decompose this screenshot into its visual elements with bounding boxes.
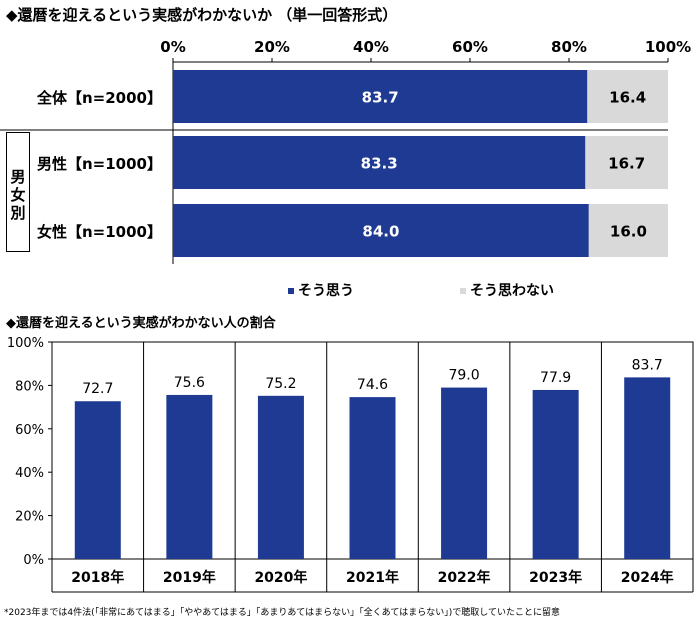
- legend-item-no: そう思わない: [460, 280, 554, 300]
- legend-item-yes: そう思う: [288, 280, 354, 300]
- bar-yes: [173, 136, 586, 189]
- chart2-bar-value-label: 79.0: [448, 368, 479, 384]
- bar-no: [585, 136, 668, 189]
- bar-no: [587, 70, 668, 123]
- chart2-y-tick-label: 40%: [15, 466, 44, 481]
- chart2-bar-value-label: 83.7: [632, 357, 663, 373]
- chart2-bar-value-label: 75.2: [265, 376, 296, 392]
- bar-yes-label: 84.0: [362, 223, 399, 241]
- chart1-x-tick-label: 60%: [452, 38, 488, 56]
- chart2-category-label: 2021年: [346, 569, 399, 586]
- legend-swatch-yes: [288, 287, 294, 294]
- chart2-bar-value-label: 72.7: [82, 381, 113, 397]
- group-label: 男女別: [10, 168, 26, 222]
- chart2-category-label: 2018年: [71, 569, 124, 586]
- chart2-y-tick-label: 100%: [7, 336, 44, 351]
- chart2-bar-value-label: 74.6: [357, 377, 388, 393]
- chart2-plot: 0% 20% 40% 60% 80% 100% 72.7 2018年 75.6 2019年 75.2…: [7, 336, 694, 593]
- chart2-category-label: 2022年: [438, 569, 491, 586]
- chart2-bar: [624, 377, 671, 559]
- chart1-row-label: 女性【n=1000】: [37, 222, 162, 241]
- chart1-x-tick-label: 100%: [644, 38, 692, 56]
- chart1-row-label: 全体【n=2000】: [37, 88, 162, 107]
- chart2-bar-value-label: 77.9: [540, 370, 571, 386]
- bar-yes-label: 83.7: [362, 89, 399, 107]
- bar-yes: [173, 204, 589, 257]
- chart2-bar: [349, 397, 396, 559]
- chart1-row-label: 男性【n=1000】: [37, 154, 162, 173]
- legend-swatch-no: [460, 287, 466, 294]
- chart2-title: ◆還暦を迎えるという実感がわかない人の割合: [6, 316, 276, 331]
- chart2-bar: [257, 395, 304, 559]
- bar-no-label: 16.4: [609, 89, 646, 107]
- group-box: [6, 132, 30, 252]
- chart2-category-label: 2019年: [163, 569, 216, 586]
- bar-no-label: 16.7: [608, 155, 645, 173]
- bar-no-label: 16.0: [610, 223, 647, 241]
- chart2-bar-value-label: 75.6: [174, 375, 205, 391]
- footnote: *2023年までは4件法(「非常にあてはまる」「ややあてはまる」「あまりあてはま…: [4, 608, 560, 618]
- chart2-y-tick-label: 0%: [23, 553, 44, 568]
- chart1-x-tick-label: 80%: [551, 38, 587, 56]
- chart2-y-tick-label: 60%: [15, 423, 44, 438]
- chart2-bar: [441, 387, 488, 559]
- chart2-category-label: 2020年: [254, 569, 307, 586]
- legend-label-yes: そう思う: [298, 283, 354, 299]
- chart2-y-tick-label: 80%: [15, 379, 44, 394]
- chart1-title: ◆還暦を迎えるという実感がわかないか （単一回答形式）: [6, 6, 398, 24]
- chart2-bar: [532, 389, 579, 559]
- chart1-x-tick-label: 20%: [254, 38, 290, 56]
- chart2-bar: [74, 401, 121, 559]
- chart2-category-label: 2023年: [529, 569, 582, 586]
- legend-label-no: そう思わない: [470, 283, 554, 299]
- chart2-bar: [166, 394, 213, 559]
- chart1-x-tick-label: 0%: [160, 38, 186, 56]
- bar-yes-label: 83.3: [361, 155, 398, 173]
- bar-no: [588, 204, 668, 257]
- chart1-plot: 83.7 16.4 83.3 16.7 84.0 16.0: [0, 58, 669, 264]
- chart2-category-label: 2024年: [621, 569, 674, 586]
- bar-yes: [173, 70, 588, 123]
- chart1-x-tick-label: 40%: [353, 38, 389, 56]
- chart2-y-tick-label: 20%: [15, 510, 44, 525]
